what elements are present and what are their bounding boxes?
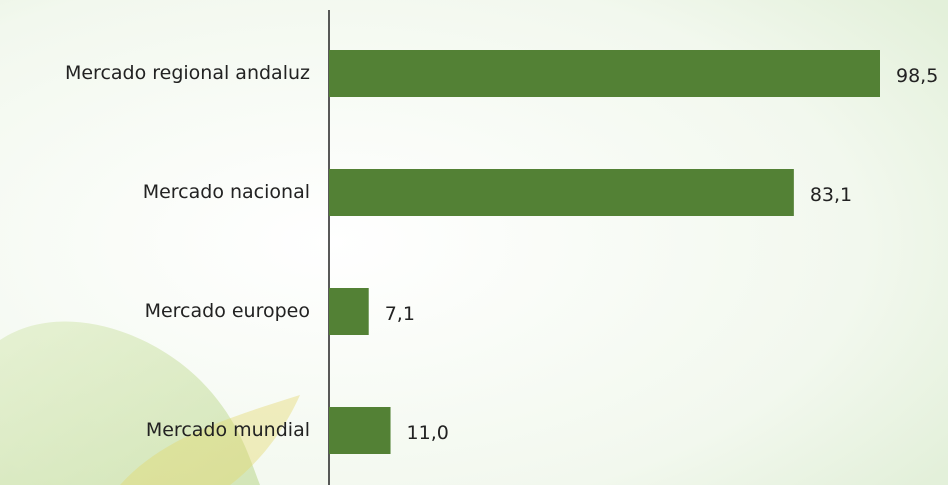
leaf-decoration bbox=[0, 321, 260, 485]
y-tick-label: Mercado nacional bbox=[143, 181, 310, 203]
value-label: 11,0 bbox=[407, 422, 449, 444]
value-label: 7,1 bbox=[385, 303, 415, 325]
y-tick-label: Mercado mundial bbox=[146, 419, 310, 441]
value-label: 83,1 bbox=[810, 184, 852, 206]
value-label: 98,5 bbox=[896, 65, 938, 87]
bar bbox=[329, 407, 391, 454]
y-tick-label: Mercado regional andaluz bbox=[65, 62, 310, 84]
bar bbox=[329, 288, 369, 335]
bar bbox=[329, 169, 794, 216]
leaf-decoration bbox=[120, 395, 300, 485]
y-tick-label: Mercado europeo bbox=[145, 300, 310, 322]
bar bbox=[329, 50, 880, 97]
